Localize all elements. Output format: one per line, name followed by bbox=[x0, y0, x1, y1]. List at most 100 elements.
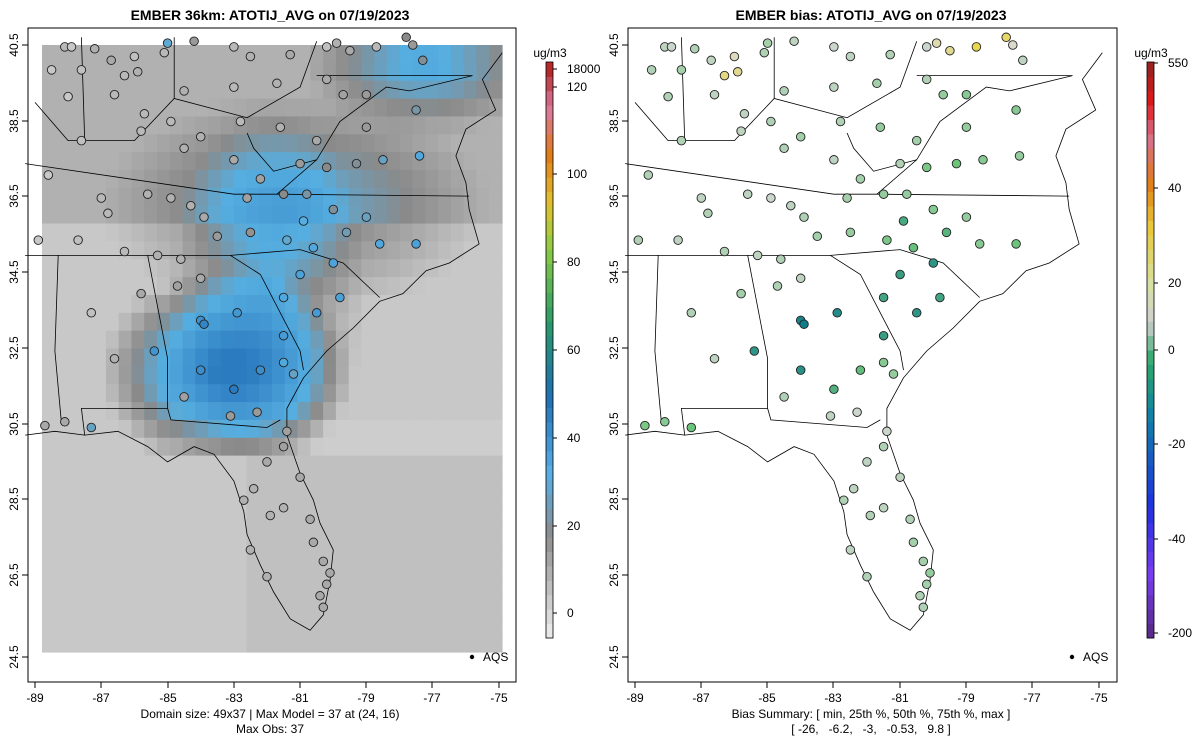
model-cell bbox=[42, 45, 56, 64]
model-cell bbox=[169, 294, 184, 314]
model-cell bbox=[348, 384, 363, 403]
model-cell bbox=[412, 277, 426, 296]
station-markers bbox=[633, 32, 1028, 613]
model-cell bbox=[348, 580, 363, 600]
model-cell bbox=[361, 455, 375, 475]
colorbar-segment bbox=[546, 234, 553, 250]
model-cell bbox=[323, 330, 337, 350]
model-cell bbox=[348, 366, 363, 385]
model-cell bbox=[195, 527, 209, 546]
y-tick-label: 32.5 bbox=[607, 336, 621, 360]
model-cell bbox=[438, 598, 452, 617]
model-cell bbox=[233, 223, 248, 242]
station-marker bbox=[278, 189, 289, 199]
model-cell bbox=[425, 205, 439, 225]
model-cell bbox=[450, 527, 465, 546]
colorbar-segment bbox=[1147, 522, 1154, 538]
model-cell bbox=[80, 169, 94, 189]
model-cell bbox=[489, 598, 503, 617]
model-cell bbox=[399, 187, 414, 207]
model-cell bbox=[272, 598, 286, 617]
model-cell bbox=[42, 562, 56, 582]
model-cell bbox=[157, 80, 171, 100]
model-cell bbox=[412, 205, 426, 225]
model-cell bbox=[476, 205, 490, 225]
model-cell bbox=[118, 509, 133, 528]
colorbar-segment bbox=[1147, 321, 1154, 337]
model-cell bbox=[489, 169, 503, 189]
model-cell bbox=[131, 509, 145, 528]
model-cell bbox=[272, 473, 286, 492]
station-marker bbox=[132, 67, 143, 77]
model-cell bbox=[220, 259, 235, 278]
model-cell bbox=[335, 473, 350, 492]
station-marker bbox=[779, 392, 789, 402]
model-cell bbox=[157, 152, 171, 171]
model-cell bbox=[412, 187, 426, 207]
station-marker bbox=[875, 122, 886, 132]
station-marker bbox=[166, 116, 176, 127]
station-marker bbox=[262, 457, 272, 467]
model-cell bbox=[54, 152, 69, 171]
model-cell bbox=[118, 152, 133, 171]
station-marker bbox=[928, 204, 939, 215]
model-cell bbox=[169, 366, 184, 385]
model-cell bbox=[489, 616, 503, 635]
model-cell bbox=[182, 509, 196, 528]
station-marker bbox=[905, 514, 915, 525]
model-cell bbox=[80, 634, 94, 653]
model-cell bbox=[208, 45, 222, 64]
model-cell bbox=[297, 294, 311, 314]
model-cell bbox=[67, 491, 81, 510]
y-tick-label: 24.5 bbox=[607, 645, 621, 669]
model-cell bbox=[425, 330, 439, 350]
model-cell bbox=[310, 491, 324, 510]
model-cell bbox=[361, 509, 375, 528]
colorbar-segment bbox=[546, 76, 553, 92]
model-cell bbox=[118, 455, 133, 475]
model-cell bbox=[361, 62, 375, 82]
model-cell bbox=[259, 187, 273, 207]
model-cell bbox=[131, 616, 145, 635]
model-cell bbox=[374, 134, 388, 153]
station-marker bbox=[663, 91, 673, 102]
model-cell bbox=[144, 134, 158, 153]
model-cell bbox=[361, 45, 375, 64]
model-cell bbox=[233, 527, 248, 546]
model-cell bbox=[463, 491, 478, 510]
model-cell bbox=[195, 384, 209, 403]
model-cell bbox=[425, 134, 439, 153]
model-cell bbox=[310, 598, 324, 617]
model-cell bbox=[131, 580, 145, 600]
model-cell bbox=[476, 62, 490, 82]
model-cell bbox=[220, 205, 235, 225]
model-cell bbox=[259, 223, 273, 242]
model-cell bbox=[131, 330, 145, 350]
model-cell bbox=[169, 152, 184, 171]
station-marker bbox=[911, 135, 922, 146]
x-tick-label: -75 bbox=[1090, 691, 1108, 705]
model-cell bbox=[67, 419, 81, 439]
model-cell bbox=[374, 98, 388, 118]
model-cell bbox=[259, 473, 273, 492]
station-marker bbox=[633, 235, 644, 245]
model-cell bbox=[450, 116, 465, 135]
model-cell bbox=[412, 491, 426, 510]
model-cell bbox=[412, 169, 426, 189]
model-cell bbox=[208, 169, 222, 189]
model-cell bbox=[195, 562, 209, 582]
model-cell bbox=[374, 402, 388, 421]
y-tick-label: 36.5 bbox=[607, 184, 621, 208]
model-cell bbox=[387, 169, 401, 189]
model-cell bbox=[54, 616, 69, 635]
model-cell bbox=[387, 509, 401, 528]
station-marker bbox=[799, 212, 809, 222]
station-marker bbox=[278, 292, 289, 303]
colorbar-segment bbox=[1147, 393, 1154, 409]
y-tick-label: 28.5 bbox=[607, 487, 621, 511]
station-marker bbox=[199, 319, 209, 329]
station-marker bbox=[408, 40, 418, 50]
model-cell bbox=[348, 98, 363, 118]
model-cell bbox=[272, 241, 286, 260]
